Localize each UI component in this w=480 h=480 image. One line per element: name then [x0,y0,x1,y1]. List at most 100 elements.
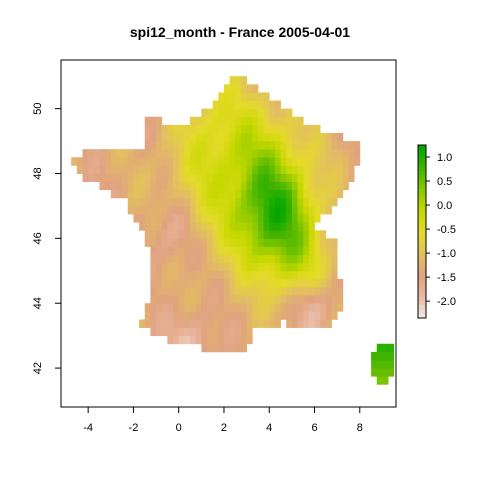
raster-cell [325,189,332,199]
raster-cell [184,189,191,199]
raster-cell [314,246,321,255]
raster-cell [178,327,185,337]
raster-cell [274,100,281,110]
raster-cell [218,287,225,296]
raster-cell [263,287,270,296]
raster-cell [229,181,236,191]
raster-cell [269,311,276,320]
raster-cell [235,157,242,166]
raster-cell [303,262,310,272]
raster-cell [240,205,248,215]
raster-cell [257,173,264,183]
raster-cell [88,173,95,183]
raster-cell [190,238,197,247]
raster-cell [144,181,151,191]
raster-cell [235,311,242,320]
raster-cell [161,222,168,231]
y-axis: 42 44 46 48 50 [32,103,61,374]
raster-cell [71,157,78,166]
raster-cell [291,173,298,183]
raster-cell [150,149,157,158]
raster-cell [263,246,270,255]
raster-cell [240,311,248,320]
raster-cell [93,165,100,174]
raster-cell [274,214,281,223]
raster-cell [184,319,191,328]
raster-cell [286,108,293,118]
raster-cell [325,246,332,255]
raster-cell [207,165,214,174]
raster-cell [325,295,332,304]
raster-cell [235,149,242,158]
raster-cell [201,287,208,296]
raster-cell [252,270,259,280]
raster-cell [325,270,332,280]
raster-cell [263,157,270,166]
raster-cell [269,295,276,304]
raster-cell [348,157,355,166]
raster-cell [229,295,236,304]
raster-cell [105,181,112,191]
raster-cell [184,173,191,183]
raster-cell [82,149,89,158]
raster-cell [291,165,298,174]
raster-cell [139,319,146,328]
raster-cell [150,278,157,288]
raster-cell [201,173,208,183]
raster-cell [235,141,242,150]
raster-cell [303,319,310,328]
raster-cell [82,165,89,174]
raster-cell [291,189,298,199]
raster-cell [257,157,264,166]
raster-cell [207,270,214,280]
raster-cell [314,197,321,207]
raster-cell [105,149,112,158]
raster-cell [201,222,208,231]
legend-segment [418,313,426,319]
raster-cell [156,149,163,158]
raster-cell [223,141,231,150]
raster-cell [195,222,202,231]
raster-cell [269,319,276,328]
raster-cell [263,100,270,110]
raster-cell [280,278,287,288]
raster-cell [269,278,276,288]
raster-cell [252,149,259,158]
raster-cell [99,157,106,166]
raster-cell [257,319,264,328]
raster-cell [173,197,180,207]
raster-cell [156,197,163,207]
raster-cell [325,149,332,158]
raster-cell [190,205,197,215]
raster-cell [240,189,248,199]
raster-cell [201,278,208,288]
raster-cell [257,222,264,231]
raster-cell [218,205,225,215]
raster-cell [297,295,304,304]
raster-cell [257,214,264,223]
raster-cell [178,132,185,142]
legend-segment [418,283,426,289]
raster-cell [167,222,174,231]
raster-cell [388,359,395,369]
raster-cell [246,205,253,215]
raster-cell [201,254,208,264]
raster-cell [325,197,332,207]
y-tick-label: 46 [32,232,44,244]
raster-cell [229,303,236,312]
raster-cell [229,246,236,255]
legend-segment [418,287,426,293]
raster-cell [314,157,321,166]
raster-cell [263,214,270,223]
raster-cell [274,124,281,134]
raster-cell [235,278,242,288]
raster-cell [235,76,242,85]
raster-cell [229,76,236,85]
raster-cell [291,214,298,223]
raster-cell [280,270,287,280]
raster-cell [229,197,236,207]
raster-cell [201,132,208,142]
raster-cell [122,165,129,174]
raster-cell [161,181,168,191]
